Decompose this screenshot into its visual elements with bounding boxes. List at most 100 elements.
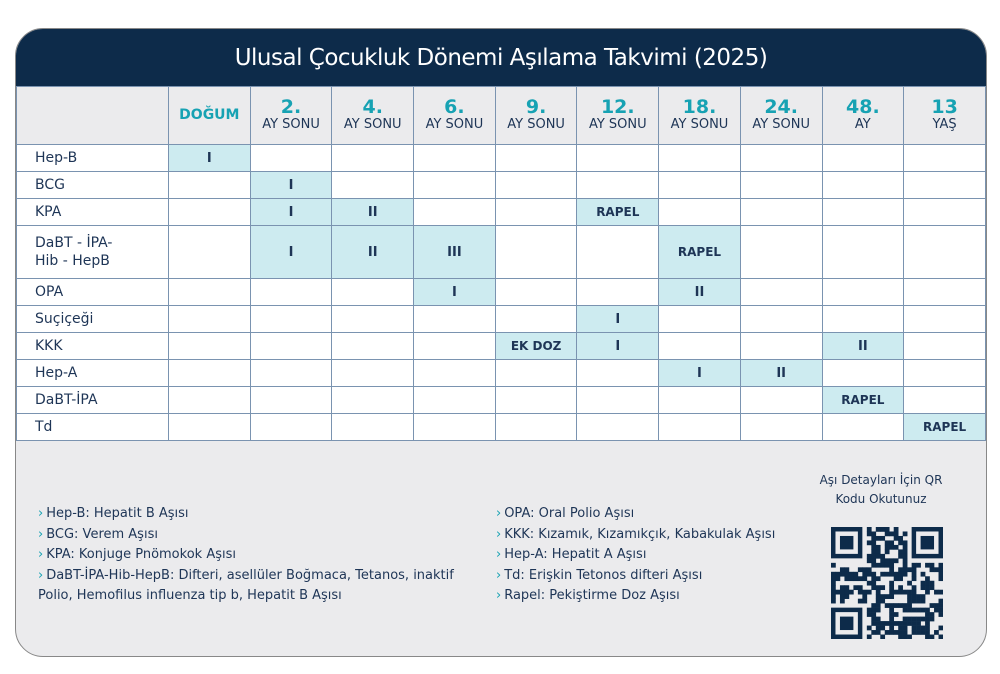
column-number: 24. xyxy=(764,95,798,118)
legend-left: › Hep-B: Hepatit B Aşısı › BCG: Verem Aşısı… xyxy=(38,504,478,607)
table-row: DaBT - İPA- Hib - HepB I II III RAPEL xyxy=(16,225,986,279)
legend-item: › Hep-B: Hepatit B Aşısı xyxy=(38,504,478,525)
qr-code-icon[interactable] xyxy=(831,527,943,639)
dose-cell xyxy=(249,144,333,172)
column-unit: AY SONU xyxy=(588,116,647,132)
dose-cell xyxy=(494,359,578,387)
dose-cell xyxy=(903,332,986,360)
dose-cell xyxy=(413,413,496,441)
legend-item: › KKK: Kızamık, Kızamıkçık, Kabakulak Aşı… xyxy=(496,525,816,546)
dose-cell xyxy=(576,144,660,172)
vaccine-name: BCG xyxy=(16,171,169,199)
vaccine-name: Suçiçeği xyxy=(16,305,169,333)
column-number: 2. xyxy=(280,95,302,118)
legend-text: Rapel: Pekiştirme Doz Aşısı xyxy=(504,588,680,603)
vaccine-name: Hep-B xyxy=(16,144,169,172)
dose-cell xyxy=(658,144,741,172)
dose-cell xyxy=(249,332,333,360)
dose-cell xyxy=(331,386,415,414)
dose-cell xyxy=(576,171,660,199)
dose-cell xyxy=(658,332,741,360)
dose-cell xyxy=(413,386,496,414)
chevron-right-icon: › xyxy=(38,506,44,521)
dose-cell xyxy=(739,144,823,172)
vaccine-name: Td xyxy=(16,413,169,441)
dose-cell xyxy=(331,144,415,172)
dose-cell xyxy=(494,144,578,172)
legend-item: › BCG: Verem Aşısı xyxy=(38,525,478,546)
column-header: 2. AY SONU xyxy=(249,86,333,145)
column-unit: AY SONU xyxy=(262,116,320,132)
legend-text: DaBT-İPA-Hib-HepB: Difteri, asellüler Bo… xyxy=(38,567,454,604)
dose-cell: II xyxy=(331,225,415,279)
dose-cell: I xyxy=(658,359,741,387)
column-number: 18. xyxy=(682,95,717,118)
legend-text: OPA: Oral Polio Aşısı xyxy=(504,506,635,521)
dose-cell xyxy=(331,359,415,387)
table-row: Td RAPEL xyxy=(16,413,986,441)
dose-cell xyxy=(658,198,741,226)
dose-cell xyxy=(494,171,578,199)
vaccine-name: Hep-A xyxy=(16,359,169,387)
column-unit: AY SONU xyxy=(670,116,729,132)
vaccine-name: DaBT - İPA- Hib - HepB xyxy=(16,225,169,279)
dose-cell xyxy=(249,413,333,441)
dose-cell xyxy=(576,359,660,387)
dose-cell xyxy=(249,278,333,306)
column-header: 4. AY SONU xyxy=(331,86,415,145)
dose-cell xyxy=(413,305,496,333)
chevron-right-icon: › xyxy=(496,506,502,521)
qr-caption: Aşı Detayları İçin QR Kodu Okutunuz xyxy=(819,473,943,506)
column-header: 9. AY SONU xyxy=(494,86,578,145)
dose-cell: RAPEL xyxy=(903,413,986,441)
dose-cell: I xyxy=(413,278,496,306)
dose-cell: I xyxy=(249,225,333,279)
vaccine-name: KKK xyxy=(16,332,169,360)
dose-cell xyxy=(658,171,741,199)
dose-cell xyxy=(739,198,823,226)
dose-cell xyxy=(331,278,415,306)
legend-text: Hep-A: Hepatit A Aşısı xyxy=(504,547,647,562)
dose-cell xyxy=(576,386,660,414)
table-row: Hep-B I xyxy=(16,144,986,172)
chevron-right-icon: › xyxy=(38,526,44,542)
dose-cell: II xyxy=(658,278,741,306)
dose-cell xyxy=(739,386,823,414)
legend-item: › Rapel: Pekiştirme Doz Aşısı xyxy=(496,586,816,607)
dose-cell xyxy=(168,225,251,279)
dose-cell xyxy=(739,171,823,199)
dose-cell xyxy=(413,144,496,172)
dose-cell xyxy=(168,198,251,226)
dose-cell xyxy=(658,305,741,333)
dose-cell xyxy=(739,413,823,441)
dose-cell xyxy=(249,305,333,333)
column-number: 4. xyxy=(362,95,383,118)
dose-cell: II xyxy=(331,198,415,226)
legend-text: Td: Erişkin Tetonos difteri Aşısı xyxy=(504,567,703,583)
dose-cell: III xyxy=(413,225,496,279)
column-number: 13 xyxy=(931,95,958,118)
column-header: 18. AY SONU xyxy=(658,86,741,145)
dose-cell xyxy=(249,386,333,414)
dose-cell xyxy=(739,332,823,360)
dose-cell xyxy=(413,171,496,199)
dose-cell: I xyxy=(576,305,660,333)
column-number: 12. xyxy=(600,95,635,118)
column-number: 9. xyxy=(525,95,547,118)
dose-cell xyxy=(576,413,660,441)
legend-item: › DaBT-İPA-Hib-HepB: Difteri, asellüler B… xyxy=(38,566,478,607)
chevron-right-icon: › xyxy=(496,526,502,542)
column-header: 13 YAŞ xyxy=(903,86,986,145)
legend-item: › OPA: Oral Polio Aşısı xyxy=(496,504,816,525)
column-unit: AY SONU xyxy=(752,116,810,132)
legend-item: › Hep-A: Hepatit A Aşısı xyxy=(496,545,816,566)
chevron-right-icon: › xyxy=(38,547,44,562)
legend-text: KPA: Konjuge Pnömokok Aşısı xyxy=(46,547,236,562)
legend-item: › KPA: Konjuge Pnömokok Aşısı xyxy=(38,545,478,566)
vaccine-name: DaBT-İPA xyxy=(16,386,169,414)
legend-right: › OPA: Oral Polio Aşısı › KKK: Kızamık, Kız… xyxy=(496,504,816,607)
page-title: Ulusal Çocukluk Dönemi Aşılama Takvimi (… xyxy=(16,29,986,86)
legend-footer: › Hep-B: Hepatit B Aşısı › BCG: Verem Aşısı… xyxy=(16,447,986,656)
dose-cell xyxy=(331,332,415,360)
column-unit: AY SONU xyxy=(507,116,565,132)
